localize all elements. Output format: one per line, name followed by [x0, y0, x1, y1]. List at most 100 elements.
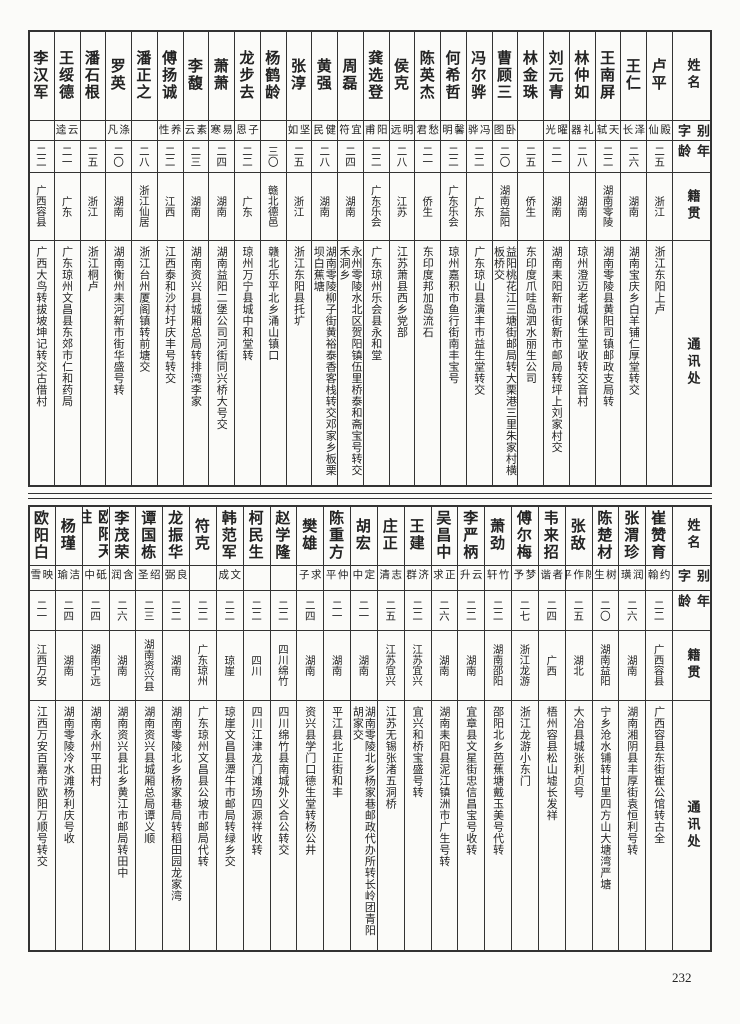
cell-name-text: 王南屏 — [598, 49, 617, 101]
cell-age: 二二 — [440, 140, 466, 172]
cell-name: 冯尔骅 — [466, 30, 492, 120]
cell-age: 二二 — [645, 590, 672, 630]
cell-address: 宜章县文星街忠信昌宝号收转 — [457, 700, 484, 950]
cell-address: 湖南零陵县黄阳司镇邮政支局转 — [595, 240, 621, 485]
cell-address-text: 江苏萧县西乡党部 — [395, 246, 409, 338]
cell-alias: 洁瑜 — [55, 565, 82, 590]
cell-address: 永州零陵水北区贺阳镇伍里桥泰和斋宝号转交禾洞乡 — [337, 240, 363, 485]
cell-address: 宜兴和桥宝盛号转 — [404, 700, 431, 950]
cell-alias: 馨明 — [440, 120, 466, 140]
cell-age: 二八 — [131, 140, 157, 172]
cell-name-text: 刘元青 — [546, 49, 565, 101]
cell-alias: 约翰 — [645, 565, 672, 590]
col-line — [79, 30, 81, 485]
header-address-text: 通讯处 — [684, 799, 700, 851]
header-alias-text: 别字 — [675, 124, 709, 140]
cell-age: 二二 — [216, 590, 243, 630]
cell-name-text: 柯民生 — [246, 509, 265, 561]
cell-age-text: 三〇 — [266, 145, 279, 167]
header-address-text: 通讯处 — [684, 337, 700, 388]
cell-age: 二六 — [620, 140, 646, 172]
cell-address: 四川绵竹县南城外义合公转交 — [270, 700, 297, 950]
col-line — [182, 30, 184, 485]
cell-address: 湖南资兴县城厢总局转排湾李家 — [183, 240, 209, 485]
cell-alias-text: 阳甫 — [363, 124, 388, 135]
cell-alias: 冯骅 — [466, 120, 492, 140]
separator-line — [28, 493, 712, 494]
cell-name-text: 陈楚材 — [595, 509, 614, 561]
cell-name-text: 黄强 — [314, 58, 333, 92]
header-address: 通讯处 — [672, 240, 712, 485]
cell-alias-text: 养性 — [157, 124, 182, 135]
cell-age-text: 二五 — [384, 599, 397, 621]
cell-name-text: 庄正 — [380, 518, 399, 552]
cell-origin: 湖北 — [565, 630, 592, 700]
cell-name: 罗英 — [105, 30, 131, 120]
cell-address: 平江县北正街和丰 — [323, 700, 350, 950]
header-name-text: 姓名 — [684, 58, 700, 92]
cell-name: 侯克 — [389, 30, 415, 120]
cell-alias: 卧图 — [492, 120, 518, 140]
cell-age: 三〇 — [260, 140, 286, 172]
cell-name-text: 李茂荣 — [112, 509, 131, 561]
cell-address: 江西泰和沙村圩庆丰号转交 — [157, 240, 183, 485]
cell-age: 二六 — [618, 590, 645, 630]
cell-address-text: 湖南资兴县城厢总局转排湾李家 — [189, 246, 203, 407]
cell-name-text: 谭国栋 — [139, 509, 158, 561]
cell-address: 浙江龙游小东门 — [511, 700, 538, 950]
cell-origin-text: 湖南宁远 — [89, 644, 102, 686]
cell-name-text: 张淳 — [288, 58, 307, 92]
cell-alias: 愁君 — [414, 120, 440, 140]
cell-address-text: 湖南资兴县城厢总局谭义顺 — [142, 706, 156, 844]
cell-name-text: 胡宏 — [353, 518, 372, 552]
cell-address: 邵阳北乡芭蕉塘戴玉美号代转 — [484, 700, 511, 950]
cell-name: 潘正之 — [131, 30, 157, 120]
cell-origin: 广西容县 — [28, 172, 54, 240]
cell-origin: 江西万安 — [28, 630, 55, 700]
col-line — [234, 30, 236, 485]
col-line — [403, 505, 405, 950]
cell-address-text: 湖南零陵冷水滩杨利庆号收 — [62, 706, 76, 844]
cell-name: 韦来招 — [538, 505, 565, 565]
cell-address: 湖南资兴县北乡黄江市邮局转田中 — [109, 700, 136, 950]
cell-address: 广东琼州文昌县公坡市邮局代转 — [189, 700, 216, 950]
cell-origin-text: 湖南 — [112, 195, 125, 217]
header-name: 姓名 — [672, 30, 712, 120]
cell-name: 王绥德 — [54, 30, 80, 120]
cell-origin: 赣北德邑 — [260, 172, 286, 240]
cell-origin: 广东 — [54, 172, 80, 240]
cell-address-text: 湖南零陵北乡杨家巷邮政代办所转长岭团青阳胡家交 — [351, 706, 377, 936]
cell-age: 二五 — [286, 140, 312, 172]
cell-origin: 湖南宁远 — [82, 630, 109, 700]
col-line — [54, 505, 56, 950]
cell-address: 琼崖文昌县潭牛市邮局转绿乡交 — [216, 700, 243, 950]
cell-origin-text: 湖南 — [625, 654, 638, 676]
col-line — [337, 30, 339, 485]
cell-origin: 湖南 — [208, 172, 234, 240]
cell-address: 浙江台州厦阁镇转前塘交 — [131, 240, 157, 485]
cell-age: 二八 — [569, 140, 595, 172]
row-line — [28, 120, 712, 121]
cell-age: 二四 — [208, 140, 234, 172]
cell-age: 二八 — [311, 140, 337, 172]
cell-age-text: 二二 — [447, 145, 460, 167]
cell-address-text: 四川绵竹县南城外义合公转交 — [276, 706, 290, 856]
cell-origin: 湖南 — [323, 630, 350, 700]
cell-address: 湖南零陵北乡杨家巷局转稻田园龙家湾 — [162, 700, 189, 950]
cell-age: 二二 — [404, 590, 431, 630]
cell-origin: 浙江 — [80, 172, 106, 240]
cell-alias-text: 冯骅 — [466, 124, 491, 135]
col-line — [135, 505, 137, 950]
cell-name-text: 吴昌中 — [434, 509, 453, 561]
cell-address-text: 琼州嘉积市鱼行街南丰宝号 — [447, 246, 461, 384]
cell-alias: 养性 — [157, 120, 183, 140]
col-line — [215, 505, 217, 950]
cell-alias: 宜符 — [337, 120, 363, 140]
cell-address: 湖南零陵北乡杨家巷邮政代办所转长岭团青阳胡家交 — [350, 700, 377, 950]
cell-address: 益阳桃花江三塘街邮局转大栗港三里朱家村横板桥交 — [492, 240, 518, 485]
cell-alias-text: 映雪 — [29, 569, 54, 580]
cell-address-text: 平江县北正街和丰 — [330, 706, 344, 798]
cell-address: 广东琼山县演丰市益生堂转交 — [466, 240, 492, 485]
cell-name-text: 龙振华 — [166, 509, 185, 561]
cell-alias-text: 文成 — [217, 569, 242, 580]
